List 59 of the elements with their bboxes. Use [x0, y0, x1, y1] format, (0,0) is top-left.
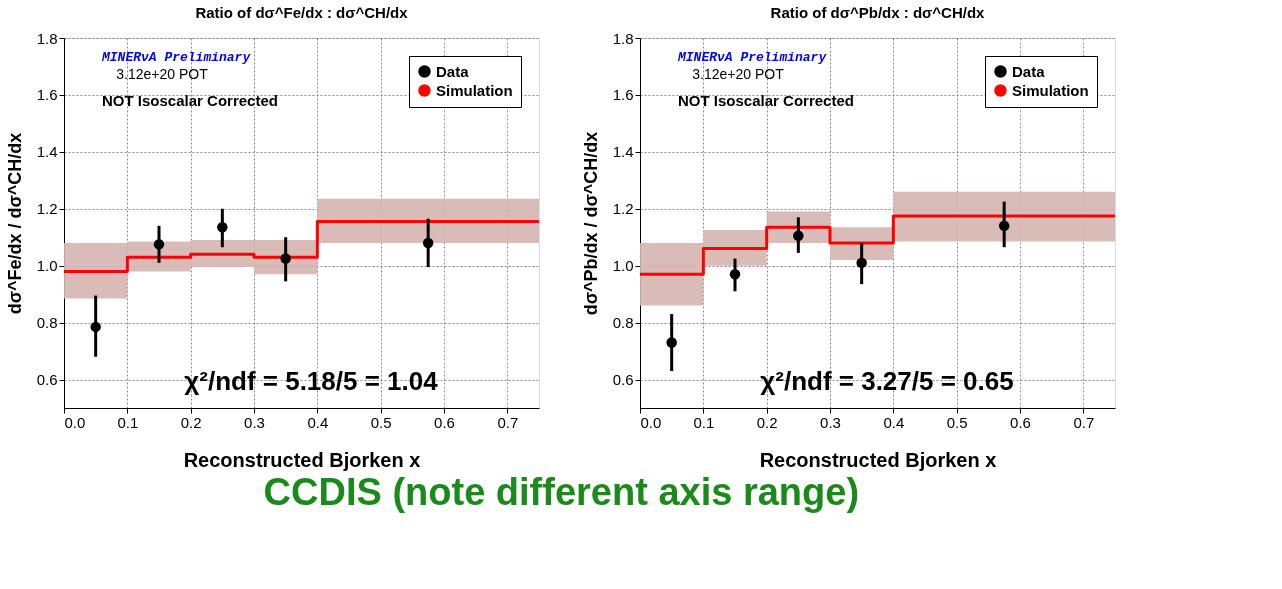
y-tick-label: 1.4	[612, 143, 634, 161]
y-tick-label: 1.4	[36, 143, 58, 161]
y-tick-label: 1.8	[36, 29, 58, 47]
annotation: NOT Isoscalar Corrected	[678, 91, 854, 109]
y-tick-label: 1.0	[612, 257, 634, 275]
annotation: χ²/ndf = 3.27/5 = 0.65	[760, 366, 1014, 397]
x-tick-label: 0.4	[307, 413, 329, 431]
annotation: 3.12e+20 POT	[116, 66, 209, 82]
point	[793, 230, 804, 242]
chart-title: Ratio of dσ^Pb/dx : dσ^CH/dx	[770, 4, 986, 21]
x-tick-label: 0.0	[64, 413, 86, 431]
point	[422, 237, 434, 249]
legend-label: Data	[1012, 62, 1046, 80]
y-axis-title: dσ^Pb/dx / dσ^CH/dx	[580, 131, 601, 316]
point	[856, 257, 867, 269]
annotation: χ²/ndf = 5.18/5 = 1.04	[184, 366, 439, 397]
legend-label: Simulation	[436, 81, 513, 99]
x-tick-label: 0.1	[117, 413, 139, 431]
x-tick-label: 0.4	[883, 413, 905, 431]
point	[729, 269, 741, 280]
point	[666, 337, 677, 348]
y-tick-label: 1.8	[612, 29, 634, 47]
x-tick-label: 0.6	[1010, 413, 1031, 431]
point	[217, 222, 228, 233]
x-tick-label: 0.3	[244, 413, 265, 431]
y-tick-label: 0.8	[612, 314, 634, 332]
x-tick-label: 0.7	[1073, 413, 1095, 431]
annotation: NOT Isoscalar Corrected	[102, 91, 278, 109]
x-tick-label: 0.5	[946, 413, 968, 431]
point	[90, 321, 101, 333]
x-tick-label: 0.0	[640, 413, 662, 431]
text: CCDIS (note different axis range)	[263, 470, 860, 513]
x-axis-title: Reconstructed Bjorken x	[759, 448, 997, 471]
y-tick-label: 1.0	[36, 257, 58, 275]
annotation: 3.12e+20 POT	[692, 66, 785, 82]
y-tick-label: 1.2	[612, 200, 634, 218]
x-axis-title: Reconstructed Bjorken x	[183, 448, 421, 471]
legend-label: Data	[436, 62, 470, 80]
point	[153, 239, 165, 250]
x-tick-label: 0.2	[180, 413, 202, 431]
point	[998, 220, 1010, 232]
y-tick-label: 0.8	[36, 314, 58, 332]
y-tick-label: 1.6	[612, 86, 634, 104]
y-tick-label: 0.6	[36, 371, 58, 389]
annotation: MINERνA Preliminary	[677, 49, 828, 65]
legend-label: Simulation	[1012, 81, 1089, 99]
x-tick-label: 0.5	[370, 413, 392, 431]
x-tick-label: 0.6	[434, 413, 455, 431]
x-tick-label: 0.7	[497, 413, 519, 431]
x-tick-label: 0.3	[820, 413, 841, 431]
y-tick-label: 0.6	[612, 371, 634, 389]
point	[280, 253, 291, 264]
x-tick-label: 0.1	[693, 413, 715, 431]
annotation: MINERνA Preliminary	[101, 49, 252, 65]
y-axis-title: dσ^Fe/dx / dσ^CH/dx	[4, 132, 25, 315]
x-tick-label: 0.2	[756, 413, 778, 431]
y-tick-label: 1.6	[36, 86, 58, 104]
y-tick-label: 1.2	[36, 200, 58, 218]
chart-title: Ratio of dσ^Fe/dx : dσ^CH/dx	[195, 4, 409, 21]
